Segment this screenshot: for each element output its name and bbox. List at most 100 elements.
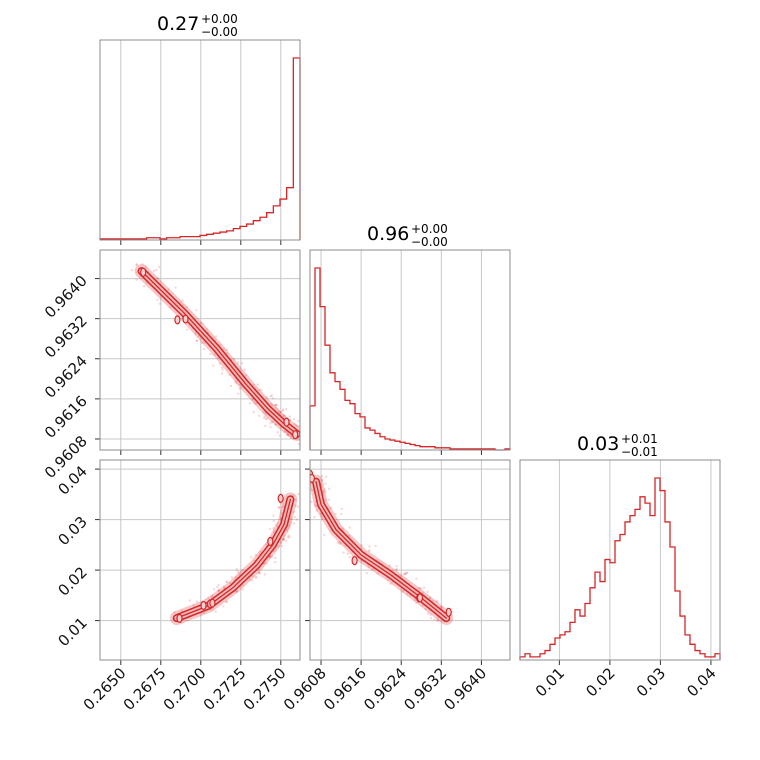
scatter-point [272, 519, 275, 522]
scatter-point [226, 352, 229, 355]
scatter-point [270, 394, 274, 397]
scatter-point [401, 590, 404, 593]
scatter-point [158, 302, 161, 305]
pair-0-2-panel [95, 459, 301, 665]
scatter-point [135, 263, 138, 267]
scatter-point [135, 263, 138, 266]
scatter-point [167, 288, 170, 291]
scatter-point [262, 411, 266, 414]
scatter-point [185, 305, 188, 309]
scatter-point [272, 527, 275, 530]
scatter-point [287, 526, 290, 529]
pair-0-2-frame [99, 459, 301, 661]
scatter-point [336, 541, 339, 544]
scatter-point [207, 596, 210, 599]
scatter-point [217, 583, 220, 587]
scatter-point [248, 402, 252, 405]
histogram-2 [519, 477, 721, 660]
scatter-point [287, 433, 290, 437]
scatter-point [404, 572, 407, 575]
scatter-point [264, 415, 267, 418]
scatter-point [282, 537, 285, 541]
scatter-point [296, 505, 300, 509]
scatter-point [293, 422, 296, 425]
scatter-point [275, 523, 278, 526]
scatter-point [279, 541, 282, 544]
scatter-point [334, 512, 337, 516]
scatter-point [395, 568, 398, 572]
scatter-point [192, 604, 195, 607]
scatter-point [270, 555, 274, 558]
scatter-point [340, 512, 343, 516]
diag-2-panel [519, 459, 721, 665]
scatter-point [274, 423, 277, 426]
scatter-point [203, 341, 206, 344]
scatter-point [180, 609, 184, 612]
scatter-point [200, 341, 204, 345]
scatter-point [314, 503, 317, 506]
title-param-1-lower: −0.00 [411, 235, 448, 249]
scatter-point [270, 420, 273, 423]
scatter-point [257, 571, 261, 574]
scatter-point [429, 617, 433, 620]
scatter-point [293, 515, 297, 519]
scatter-point [225, 600, 229, 604]
scatter-point [276, 522, 280, 525]
scatter-point [240, 362, 244, 365]
x-tick-label-1-3: 0.9632 [400, 664, 450, 714]
scatter-point [321, 474, 324, 478]
pair-0-1-frame [99, 249, 301, 451]
scatter-point [270, 402, 273, 406]
scatter-point [325, 475, 328, 478]
contour-outer [172, 495, 295, 623]
scatter-point [156, 277, 160, 280]
title-param-2-upper: +0.01 [621, 432, 658, 446]
scatter-point [417, 586, 421, 590]
scatter-point [368, 549, 371, 552]
scatter-point [281, 537, 285, 540]
scatter-point [376, 572, 379, 575]
scatter-point [241, 584, 244, 587]
scatter-point [217, 588, 220, 592]
scatter-point [387, 578, 390, 581]
scatter-point [286, 432, 290, 436]
scatter-point [217, 589, 220, 592]
diag-0-panel [99, 39, 301, 245]
contour-island [174, 315, 181, 325]
scatter-point [218, 362, 221, 365]
title-param-2-value: 0.03 [577, 433, 619, 455]
diag-1-panel [309, 249, 511, 455]
x-tick-label-2-1: 0.02 [582, 664, 618, 700]
panels: 0.26500.26750.27000.27250.27500.96080.96… [41, 39, 721, 714]
scatter-point [274, 548, 277, 551]
scatter-point [256, 383, 259, 386]
scatter-point [322, 533, 326, 536]
scatter-point [277, 506, 281, 510]
scatter-point [194, 332, 197, 336]
scatter-point [421, 604, 424, 607]
scatter-point [282, 538, 285, 542]
pair-1-2-frame [309, 459, 511, 661]
scatter-point [297, 492, 300, 496]
scatter-point [238, 383, 241, 386]
scatter-point [292, 510, 295, 514]
x-tick-label-2-2: 0.03 [633, 664, 669, 700]
scatter-point [265, 396, 268, 399]
contour-island [176, 613, 183, 624]
title-param-0-upper: +0.00 [201, 12, 238, 26]
scatter-point [436, 600, 439, 603]
scatter-point [284, 407, 288, 411]
y-tick-label-1-1: 0.9616 [41, 392, 91, 442]
scatter-point [413, 598, 417, 602]
scatter-point [340, 507, 343, 511]
pair-1-2-content [310, 469, 454, 626]
scatter-point [144, 265, 147, 268]
scatter-point [290, 516, 293, 519]
scatter-point [222, 347, 225, 351]
scatter-point [324, 490, 327, 494]
scatter-point [271, 404, 274, 407]
scatter-point [431, 599, 434, 602]
scatter-point [287, 523, 291, 526]
scatter-point [222, 605, 225, 608]
